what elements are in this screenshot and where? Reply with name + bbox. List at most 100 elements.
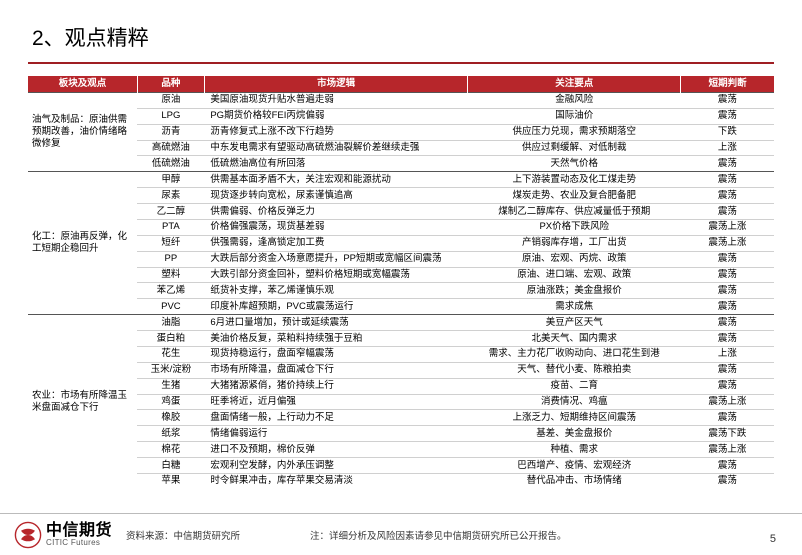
table-cell: 震荡 — [681, 315, 774, 331]
table-row: 苹果时令鲜果冲击，库存苹果交易清淡替代品冲击、市场情绪震荡 — [28, 473, 774, 488]
logo-text-en: CITIC Futures — [46, 539, 112, 547]
table-cell: 震荡上涨 — [681, 235, 774, 251]
table-cell: PX价格下跌风险 — [468, 219, 681, 235]
source-text: 资料来源：中信期货研究所 — [126, 528, 240, 542]
table-cell: 震荡上涨 — [681, 442, 774, 458]
table-cell: 需求、主力花厂收购动向、进口花生到港 — [468, 346, 681, 362]
page-title: 2、观点精粹 — [32, 22, 774, 52]
table-row: 玉米/淀粉市场有所降温，盘面减仓下行天气、替代小麦、陈粮拍卖震荡 — [28, 362, 774, 378]
table-row: 纸浆情绪偏弱运行基差、美金盘报价震荡下跌 — [28, 426, 774, 442]
table-cell: 震荡 — [681, 92, 774, 108]
table-cell: 巴西增产、疫情、宏观经济 — [468, 458, 681, 474]
table-row: PP大跌后部分资金入场意愿提升，PP短期或宽幅区间震荡原油、宏观、丙烷、政策震荡 — [28, 251, 774, 267]
table-cell: 中东发电需求有望驱动高硫燃油裂解价差继续走强 — [204, 140, 468, 156]
table-row: 塑料大跌引部分资金回补，塑料价格短期或宽幅震荡原油、进口端、宏观、政策震荡 — [28, 267, 774, 283]
table-cell: 纸货补支撑，苯乙烯谨慎乐观 — [204, 283, 468, 299]
table-cell: 震荡 — [681, 204, 774, 220]
table-cell: 震荡 — [681, 378, 774, 394]
table-cell: 塑料 — [137, 267, 204, 283]
table-cell: 北美天气、国内需求 — [468, 331, 681, 347]
table-cell: 消费情况、鸡瘟 — [468, 394, 681, 410]
table-row: 苯乙烯纸货补支撑，苯乙烯谨慎乐观原油涨跌；美金盘报价震荡 — [28, 283, 774, 299]
table-cell: 震荡下跌 — [681, 426, 774, 442]
table-row: 油气及制品：原油供需预期改善，油价情绪略微修复原油美国原油现货升贴水普遍走弱金融… — [28, 92, 774, 108]
table-cell: 白糖 — [137, 458, 204, 474]
table-cell: 甲醇 — [137, 172, 204, 188]
table-row: 农业：市场有所降温玉米盘面减仓下行油脂6月进口量增加，预计或延续震荡美豆产区天气… — [28, 315, 774, 331]
table-cell: 生猪 — [137, 378, 204, 394]
logo-text-zh: 中信期货 — [46, 523, 112, 539]
th-logic: 市场逻辑 — [204, 76, 468, 92]
table-cell: 供应压力兑现，需求预期落空 — [468, 124, 681, 140]
table-cell: 震荡上涨 — [681, 219, 774, 235]
table-cell: 大跌引部分资金回补，塑料价格短期或宽幅震荡 — [204, 267, 468, 283]
th-sector: 板块及观点 — [28, 76, 137, 92]
table-cell: 供需偏弱、价格反弹乏力 — [204, 204, 468, 220]
table-cell: 市场有所降温，盘面减仓下行 — [204, 362, 468, 378]
table-cell: 盘面情绪一般，上行动力不足 — [204, 410, 468, 426]
table-cell: 需求成焦 — [468, 299, 681, 315]
table-cell: 震荡 — [681, 473, 774, 488]
table-row: 蛋白粕美油价格反复，菜粕料持续强于豆粕北美天气、国内需求震荡 — [28, 331, 774, 347]
table-cell: 美油价格反复，菜粕料持续强于豆粕 — [204, 331, 468, 347]
table-cell: 供强需弱，逢高锁定加工费 — [204, 235, 468, 251]
logo: 中信期货 CITIC Futures — [14, 521, 112, 549]
table-cell: LPG — [137, 108, 204, 124]
table-cell: 震荡 — [681, 251, 774, 267]
table-cell: 产销弱库存增，工厂出货 — [468, 235, 681, 251]
table-cell: 震荡 — [681, 156, 774, 172]
table-cell: 橡胶 — [137, 410, 204, 426]
page-number: 5 — [770, 533, 776, 545]
table-cell: 震荡 — [681, 108, 774, 124]
table-cell: 现货逐步转向宽松，尿素谨慎追高 — [204, 188, 468, 204]
table-cell: 情绪偏弱运行 — [204, 426, 468, 442]
table-cell: 天然气价格 — [468, 156, 681, 172]
table-cell: 沥青 — [137, 124, 204, 140]
table-cell: 上涨 — [681, 346, 774, 362]
table-cell: 6月进口量增加，预计或延续震荡 — [204, 315, 468, 331]
table-cell: 美国原油现货升贴水普遍走弱 — [204, 92, 468, 108]
table-cell: 震荡 — [681, 172, 774, 188]
table-cell: PTA — [137, 219, 204, 235]
table-cell: 震荡 — [681, 188, 774, 204]
table-cell: PG期货价格较FEI丙烷偏弱 — [204, 108, 468, 124]
table-cell: 震荡 — [681, 458, 774, 474]
table-row: 生猪大猪猪源紧俏，猪价持续上行疫苗、二育震荡 — [28, 378, 774, 394]
table-cell: 大跌后部分资金入场意愿提升，PP短期或宽幅区间震荡 — [204, 251, 468, 267]
table-cell: 震荡 — [681, 410, 774, 426]
table-header-row: 板块及观点 品种 市场逻辑 关注要点 短期判断 — [28, 76, 774, 92]
title-underline — [28, 62, 774, 64]
table-cell: 上下游装置动态及化工煤走势 — [468, 172, 681, 188]
table-cell: 震荡 — [681, 267, 774, 283]
table-cell: 低硫燃油高位有所回落 — [204, 156, 468, 172]
table-cell: PP — [137, 251, 204, 267]
table-cell: 乙二醇 — [137, 204, 204, 220]
table-cell: 时令鲜果冲击，库存苹果交易清淡 — [204, 473, 468, 488]
table-cell: 煤炭走势、农业及复合肥备肥 — [468, 188, 681, 204]
table-cell: 玉米/淀粉 — [137, 362, 204, 378]
table-cell: 金融风险 — [468, 92, 681, 108]
table-cell: 震荡上涨 — [681, 394, 774, 410]
table-row: 高硫燃油中东发电需求有望驱动高硫燃油裂解价差继续走强供应过剩缓解、对低制裁上涨 — [28, 140, 774, 156]
table-cell: 高硫燃油 — [137, 140, 204, 156]
table-cell: 沥青修复式上涨不改下行趋势 — [204, 124, 468, 140]
table-row: 橡胶盘面情绪一般，上行动力不足上涨乏力、短期维持区间震荡震荡 — [28, 410, 774, 426]
table-cell: 现货持稳运行，盘面窄幅震荡 — [204, 346, 468, 362]
table-row: PTA价格偏强震荡，现货基差弱PX价格下跌风险震荡上涨 — [28, 219, 774, 235]
table-cell: 上涨 — [681, 140, 774, 156]
table-cell: 鸡蛋 — [137, 394, 204, 410]
table-cell: 棉花 — [137, 442, 204, 458]
table-cell: 原油、宏观、丙烷、政策 — [468, 251, 681, 267]
table-cell: 煤制乙二醇库存、供应减量低于预期 — [468, 204, 681, 220]
table-cell: 震荡 — [681, 362, 774, 378]
table-cell: 震荡 — [681, 331, 774, 347]
main-table: 板块及观点 品种 市场逻辑 关注要点 短期判断 油气及制品：原油供需预期改善，油… — [28, 76, 774, 489]
table-row: 鸡蛋旺季将近，近月偏强消费情况、鸡瘟震荡上涨 — [28, 394, 774, 410]
group-cell: 农业：市场有所降温玉米盘面减仓下行 — [28, 315, 137, 489]
table-cell: 尿素 — [137, 188, 204, 204]
table-cell: 国际油价 — [468, 108, 681, 124]
table-cell: 种植、需求 — [468, 442, 681, 458]
table-cell: 基差、美金盘报价 — [468, 426, 681, 442]
table-row: 花生现货持稳运行，盘面窄幅震荡需求、主力花厂收购动向、进口花生到港上涨 — [28, 346, 774, 362]
table-cell: 天气、替代小麦、陈粮拍卖 — [468, 362, 681, 378]
